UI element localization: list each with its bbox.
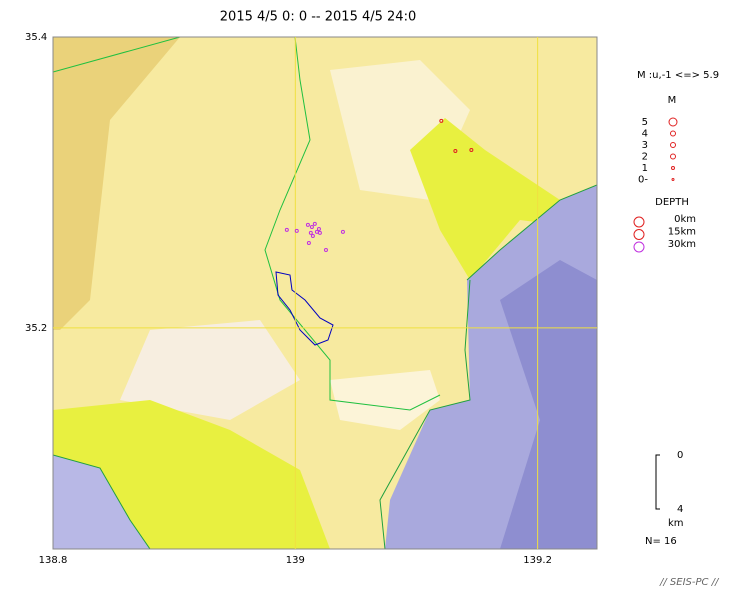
legend-depth-symbol: [633, 241, 645, 253]
scale-bar: [655, 454, 660, 510]
event: [308, 230, 313, 235]
legend-mag-label: 5: [642, 117, 648, 128]
legend-mag-symbol: [670, 130, 676, 137]
legend-mag-symbol: [671, 166, 675, 170]
legend-mag-label: 3: [642, 140, 648, 151]
legend-depth-label: 15km: [668, 227, 696, 238]
event: [340, 229, 345, 234]
scale-unit: km: [668, 518, 684, 529]
x-tick-label: 139.2: [523, 555, 552, 566]
event: [309, 224, 314, 229]
event-count: N= 16: [645, 536, 677, 547]
scale-label: 4: [677, 504, 683, 515]
scale-label: 0: [677, 450, 683, 461]
event: [294, 228, 299, 233]
legend-depth-label: 30km: [668, 239, 696, 250]
title: 2015 4/5 0: 0 -- 2015 4/5 24:0: [220, 10, 416, 25]
event: [323, 247, 328, 252]
event: [310, 233, 315, 238]
legend-mag-symbol: [668, 117, 678, 127]
x-tick-label: 139: [286, 555, 305, 566]
event: [305, 222, 310, 227]
x-tick-label: 138.8: [39, 555, 68, 566]
y-tick-label: 35.4: [25, 32, 47, 43]
event: [439, 118, 444, 123]
map-frame: [52, 36, 598, 550]
legend-mag-label: 0-: [638, 175, 648, 186]
event: [469, 148, 474, 153]
event: [316, 227, 321, 231]
legend-mag-symbol: [670, 153, 676, 160]
legend-mag-title: M: [668, 95, 677, 106]
legend-mag-label: 1: [642, 163, 648, 174]
event: [284, 227, 289, 232]
legend-mag-symbol: [671, 178, 675, 181]
legend-depth-symbol: [633, 216, 645, 228]
legend-mag-symbol: [670, 142, 676, 148]
legend-mag-label: 2: [642, 152, 648, 163]
y-tick-label: 35.2: [25, 323, 47, 334]
event: [317, 230, 322, 235]
legend-mag-label: 4: [642, 129, 648, 140]
footer: // SEIS-PC //: [659, 577, 720, 588]
terrain: [53, 37, 597, 549]
event: [453, 149, 458, 154]
legend-depth-symbol: [633, 229, 645, 240]
event: [312, 221, 317, 226]
legend-depth-label: 0km: [674, 214, 696, 225]
legend-depth-title: DEPTH: [655, 197, 689, 208]
legend: M :u,-1 <=> 5.9 M DEPTH 0 4 km N= 16 // …: [637, 70, 720, 588]
event: [306, 240, 311, 245]
legend-range: M :u,-1 <=> 5.9: [637, 70, 719, 81]
